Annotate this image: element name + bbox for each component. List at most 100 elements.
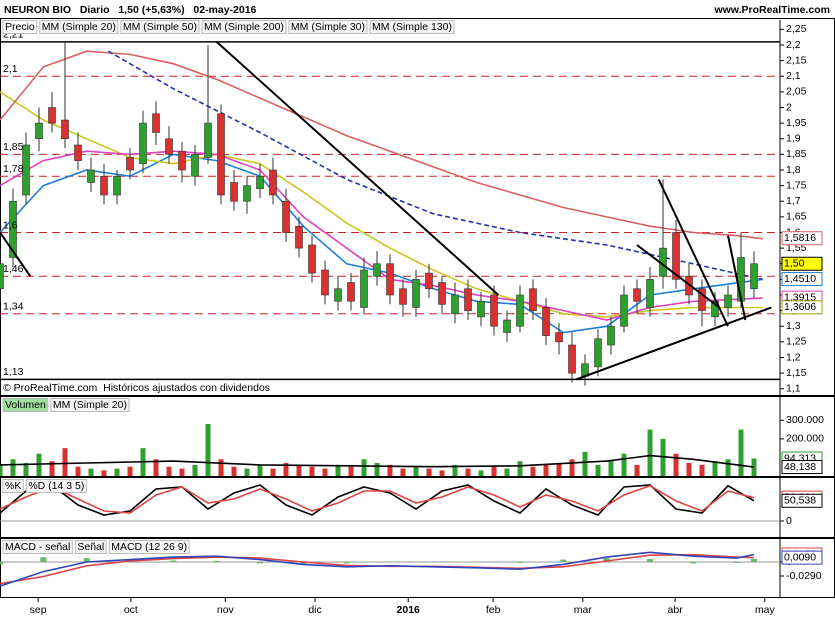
- legend-box: [2, 479, 24, 493]
- histogram-bar: [560, 559, 567, 562]
- histogram-bar: [343, 561, 350, 564]
- panel: [0, 551, 780, 587]
- volume-bar: [179, 468, 185, 476]
- candle-body: [620, 294, 628, 327]
- volume-bar: [296, 464, 302, 476]
- y-tick-label: 1,8: [786, 164, 801, 176]
- histogram-bar: [733, 561, 740, 563]
- value-box: [781, 256, 823, 271]
- volume-bar: [231, 466, 237, 476]
- volume-bar: [88, 468, 94, 476]
- x-tick-label: 2016: [397, 604, 421, 616]
- volume-bar: [114, 468, 120, 476]
- legend-entry: MM (Simple 50): [123, 21, 197, 33]
- volume-bar: [192, 464, 198, 476]
- value-box-label: 48,138: [784, 461, 816, 473]
- volume-bar: [335, 464, 341, 476]
- ma-line: [0, 153, 763, 334]
- indicator-line: [0, 484, 755, 516]
- volume-bar: [478, 470, 484, 476]
- x-tick-label: nov: [217, 604, 235, 616]
- volume-bar: [400, 468, 406, 476]
- y-tick-label: 1,7: [786, 195, 801, 207]
- volume-bar: [452, 464, 458, 476]
- histogram-bar: [517, 561, 523, 563]
- value-box-label: 50,538: [784, 495, 816, 507]
- panel: [0, 424, 757, 476]
- histogram-bar: [603, 558, 610, 562]
- volume-bar: [10, 459, 16, 476]
- volume-bar: [75, 466, 81, 476]
- volume-bar: [569, 459, 575, 476]
- candle-body: [425, 272, 433, 290]
- source: www.ProRealTime.com: [713, 4, 830, 16]
- value-box: [781, 493, 823, 508]
- candle-body: [204, 122, 212, 158]
- volume-bar: [582, 451, 588, 476]
- volume-bar: [504, 468, 510, 476]
- indicator-line: [0, 551, 755, 587]
- candle-body: [646, 279, 654, 308]
- level-label: 1,46: [3, 263, 24, 275]
- histogram-bar: [647, 559, 653, 562]
- trend-line: [657, 178, 729, 327]
- volume-bar: [712, 461, 718, 476]
- legend-box: [2, 20, 38, 34]
- candle-body: [503, 319, 511, 333]
- candle-body: [74, 144, 82, 161]
- volume-bar: [634, 464, 640, 476]
- y-tick-label: 1,15: [786, 367, 807, 379]
- x-tick-label: mar: [574, 604, 593, 616]
- ma-line: [107, 50, 763, 281]
- volume-bar: [153, 459, 159, 476]
- volume-bar: [244, 468, 250, 476]
- x-tick-label: may: [755, 604, 776, 616]
- volume-bar: [608, 461, 614, 476]
- y-tick-label: 1,25: [786, 336, 807, 348]
- legend-box: [201, 20, 287, 34]
- value-box-label: 1,50: [784, 258, 805, 270]
- indicator-line: [0, 484, 755, 514]
- candle-body: [477, 300, 485, 318]
- candle-body: [490, 294, 498, 327]
- volume-bar: [517, 461, 523, 476]
- volume-bar: [556, 463, 562, 476]
- trend-line: [727, 235, 747, 321]
- candle-body: [9, 200, 17, 258]
- value-box: [781, 231, 823, 246]
- histogram-bar: [0, 561, 3, 565]
- volume-bar: [673, 453, 679, 476]
- y-tick-label: 2: [786, 101, 792, 113]
- candle-body: [607, 325, 615, 346]
- candle-body: [100, 175, 108, 196]
- candle-body: [243, 185, 251, 202]
- legend-entry: Precio: [5, 21, 35, 33]
- volume-bar: [374, 463, 380, 476]
- candle-body: [334, 288, 342, 302]
- y-tick-label: 2,2: [786, 39, 801, 51]
- level-label: 1,34: [3, 301, 24, 313]
- volume-bar: [283, 463, 289, 476]
- volume-bar: [595, 464, 601, 476]
- volume-bar: [738, 429, 744, 476]
- legend-box: [39, 20, 119, 34]
- candle-body: [516, 294, 524, 327]
- candle-body: [555, 332, 563, 343]
- level-label: 1,78: [3, 163, 24, 175]
- volume-bar: [387, 464, 393, 476]
- y-tick-label: 300.000: [786, 414, 824, 426]
- ma-line: [0, 150, 763, 321]
- volume-bar: [166, 466, 172, 476]
- volume-bar: [413, 466, 419, 476]
- y-tick-label: 1,75: [786, 179, 807, 191]
- candle-body: [35, 122, 43, 140]
- y-tick-label: 2,1: [786, 70, 801, 82]
- candle-body: [594, 338, 602, 368]
- y-tick-label: 200.000: [786, 433, 824, 445]
- legend-entry: MM (Simple 20): [42, 21, 116, 33]
- legend-box: [2, 398, 49, 412]
- volume-bar: [699, 464, 705, 476]
- histogram-bar: [257, 561, 263, 564]
